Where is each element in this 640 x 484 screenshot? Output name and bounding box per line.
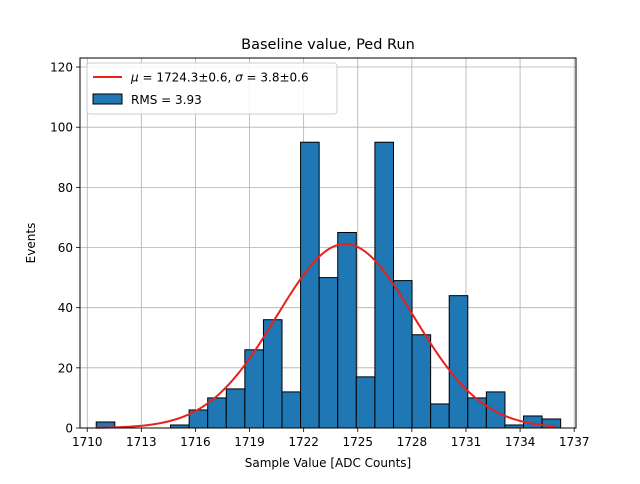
x-tick-label: 1731 — [451, 435, 482, 449]
x-tick-label: 1713 — [126, 435, 157, 449]
y-tick-label: 80 — [58, 181, 73, 195]
x-tick-label: 1719 — [234, 435, 265, 449]
x-tick-label: 1716 — [180, 435, 211, 449]
gaussian-fit-curve — [96, 242, 557, 429]
y-tick-label: 0 — [65, 422, 73, 436]
x-tick-label: 1710 — [72, 435, 103, 449]
histogram-bar — [485, 391, 506, 429]
histogram-bar — [300, 141, 320, 429]
legend-box — [86, 62, 338, 115]
histogram-bar — [318, 277, 339, 429]
y-tick-label: 60 — [58, 241, 73, 255]
x-tick-label: 1737 — [559, 435, 590, 449]
plot-frame — [79, 57, 577, 429]
x-tick-label: 1728 — [397, 435, 428, 449]
histogram-bar — [262, 319, 283, 429]
x-tick-label: 1734 — [505, 435, 536, 449]
histogram-bar — [448, 295, 469, 429]
legend: μ = 1724.3±0.6, σ = 3.8±0.6 RMS = 3.93 — [86, 62, 338, 115]
histogram-bar — [281, 391, 302, 429]
histogram-bar — [430, 403, 450, 429]
legend-sigma-symbol: σ — [235, 71, 243, 85]
legend-histogram-swatch — [92, 93, 123, 105]
histogram-bar — [225, 388, 246, 429]
chart-title: Baseline value, Ped Run — [241, 37, 415, 53]
axes: 1710 1713 1716 1719 1722 1725 1728 1731 1734 1737… — [50, 61, 589, 449]
legend-mu-symbol: μ — [130, 71, 139, 85]
y-tick-label: 40 — [58, 301, 73, 315]
histogram-bar — [374, 141, 394, 429]
histogram-bar — [467, 397, 487, 429]
fit-curve-group — [96, 242, 557, 429]
legend-mu-value: = 1724.3±0.6, — [139, 71, 235, 85]
x-tick-label: 1725 — [342, 435, 373, 449]
x-tick-label: 1722 — [288, 435, 319, 449]
x-axis-label: Sample Value [ADC Counts] — [245, 456, 411, 470]
histogram-bar — [355, 376, 376, 429]
histogram-bar — [411, 334, 432, 429]
legend-fit-label: μ = 1724.3±0.6, σ = 3.8±0.6 — [130, 71, 309, 85]
histogram-bars — [95, 141, 562, 429]
y-tick-label: 100 — [50, 121, 73, 135]
histogram-bar — [392, 280, 413, 429]
histogram-bar — [337, 231, 357, 429]
y-tick-label: 120 — [50, 61, 73, 75]
y-axis-label: Events — [24, 223, 38, 264]
y-tick-label: 20 — [58, 361, 73, 375]
legend-rms-label: RMS = 3.93 — [131, 93, 202, 107]
legend-sigma-value: = 3.8±0.6 — [243, 71, 309, 85]
